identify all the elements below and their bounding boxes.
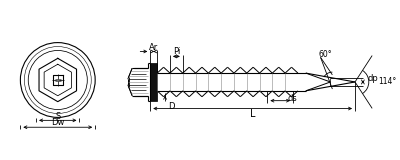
Text: dp: dp <box>368 74 378 83</box>
Text: Dw: Dw <box>51 118 64 127</box>
Text: S: S <box>55 112 60 121</box>
Text: Pi: Pi <box>173 47 180 56</box>
Text: 60°: 60° <box>319 50 332 59</box>
Text: ds: ds <box>287 94 297 103</box>
Text: 114°: 114° <box>379 77 397 86</box>
Text: Ar: Ar <box>149 43 158 52</box>
Text: D: D <box>168 102 174 111</box>
Bar <box>150 63 157 101</box>
Text: L: L <box>250 109 256 120</box>
